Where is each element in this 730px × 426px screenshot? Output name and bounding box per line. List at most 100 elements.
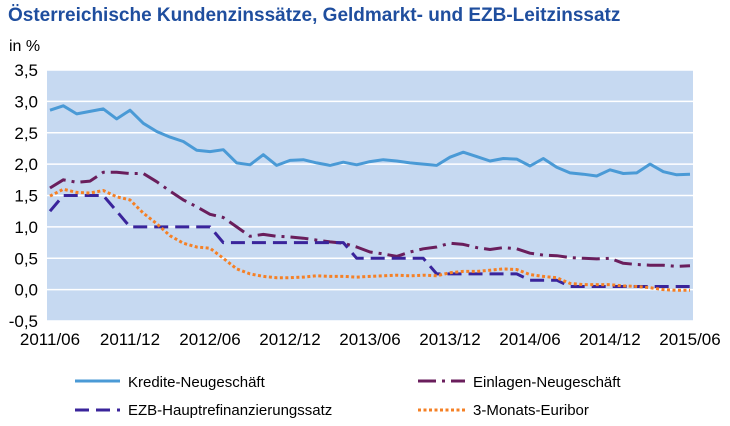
data-point [688,172,692,176]
data-point [155,180,159,184]
data-point [488,268,492,272]
data-point [355,275,359,279]
data-point [128,172,132,176]
series-line-ezb-hauptrefinanzierungssatz [48,194,690,288]
data-point [128,225,132,229]
x-tick-label: 2014/12 [579,330,640,349]
data-point [381,252,385,256]
data-point [475,246,479,250]
data-point [635,285,639,289]
data-point [555,165,559,169]
data-point [648,263,652,267]
data-point [328,241,332,245]
data-point [101,194,105,198]
data-point [301,241,305,245]
data-point [408,256,412,260]
data-point [581,283,585,287]
legend-label: Kredite-Neugeschäft [128,374,266,391]
x-tick-label: 2012/12 [259,330,320,349]
data-point [355,245,359,249]
data-point [528,251,532,255]
data-point [301,275,305,279]
data-point [501,246,505,250]
series-3-monats-euribor [49,187,692,292]
data-point [515,157,519,161]
x-tick-label: 2011/06 [20,330,80,349]
data-point [301,236,305,240]
data-point [381,158,385,162]
data-point [141,121,145,125]
data-point [48,186,52,190]
data-point [155,222,159,226]
data-point [315,274,319,278]
data-point [581,172,585,176]
data-point [128,198,132,202]
data-point [141,211,145,215]
data-point [195,225,199,229]
legend-label: EZB-Hauptrefinanzierungssatz [128,402,332,419]
data-point [61,104,65,108]
data-point [595,174,599,178]
data-point [675,288,679,292]
data-point [141,225,145,229]
data-point [448,241,452,245]
data-point [75,180,79,184]
data-point [421,273,425,277]
data-point [541,274,545,278]
y-tick-label: 3,0 [14,92,38,111]
data-point [448,155,452,159]
data-point [341,241,345,245]
data-point [528,278,532,282]
y-axis-unit-label: in % [9,38,40,55]
data-point [608,168,612,172]
data-point [235,225,239,229]
data-point [88,109,92,113]
data-point [635,171,639,175]
data-point [101,107,105,111]
data-point [461,242,465,246]
data-point [568,281,572,285]
data-point [155,130,159,134]
y-axis-tick-labels: 3,5 3,0 2,5 2,0 1,5 1,0 0,5 0,0 -0,5 [9,61,38,331]
data-point [501,267,505,271]
data-point [261,274,265,278]
x-tick-label: 2013/06 [339,330,400,349]
x-tick-label: 2014/06 [499,330,560,349]
data-point [115,117,119,121]
data-point [635,263,639,267]
data-point [301,158,305,162]
data-point [128,108,132,112]
data-point [315,241,319,245]
data-point [181,140,185,144]
data-point [75,190,79,194]
data-point [288,235,292,239]
data-point [275,234,279,238]
data-point [181,225,185,229]
data-point [181,198,185,202]
data-point [528,273,532,277]
data-point [101,170,105,174]
data-point [581,256,585,260]
data-point [61,187,65,191]
series-ezb-hauptrefinanzierungssatz [48,194,690,288]
data-point [621,284,625,288]
data-point [288,276,292,280]
data-point [488,272,492,276]
legend-item-ezb: EZB-Hauptrefinanzierungssatz [75,402,332,419]
data-point [621,261,625,265]
data-point [395,273,399,277]
data-point [661,263,665,267]
y-tick-label: 2,0 [14,155,38,174]
data-point [408,274,412,278]
data-point [688,288,692,292]
series-line-3-monats-euribor [49,187,690,292]
data-point [115,170,119,174]
data-point [555,276,559,280]
data-point [675,173,679,177]
data-point [368,274,372,278]
data-point [688,264,692,268]
data-point [248,241,252,245]
y-tick-label: 3,5 [14,61,38,80]
data-point [288,158,292,162]
data-point [381,256,385,260]
